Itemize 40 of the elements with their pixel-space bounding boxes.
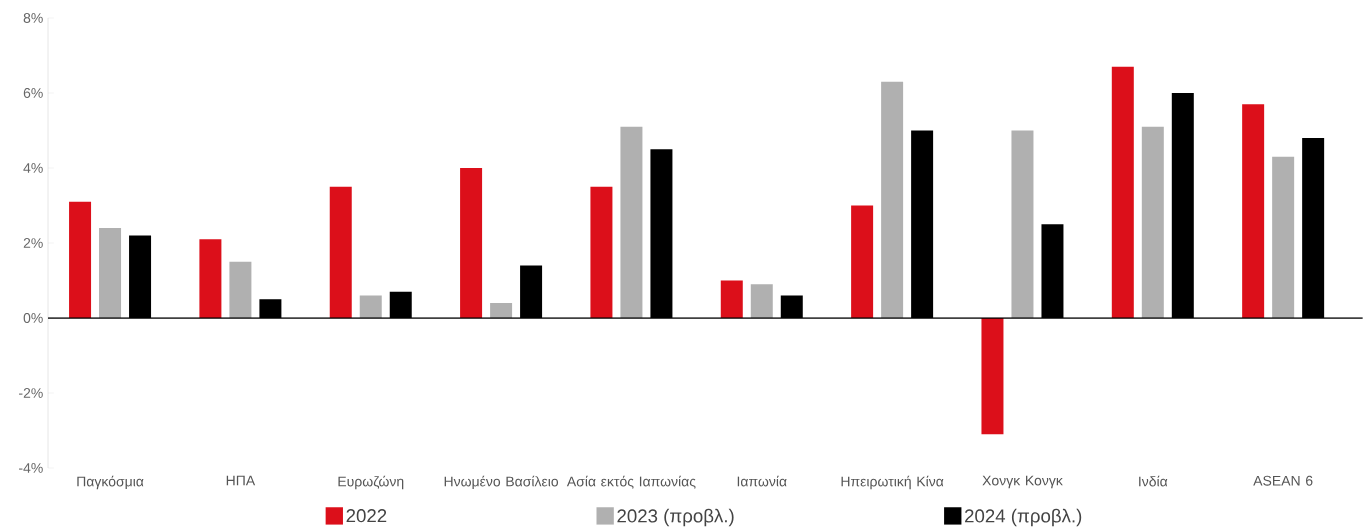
bar xyxy=(851,205,874,318)
bar xyxy=(720,280,743,318)
bar xyxy=(329,186,352,318)
bar xyxy=(1011,130,1034,318)
x-tick-label: Ιαπωνία xyxy=(737,475,787,487)
bar xyxy=(490,302,513,318)
x-tick-label: ΗΠΑ xyxy=(226,475,256,486)
legend-label: 2022 xyxy=(346,509,387,523)
bar xyxy=(981,317,1004,435)
x-tick-label: Ευρωζώνη xyxy=(338,475,404,490)
bar xyxy=(1242,104,1265,318)
bar xyxy=(1111,66,1134,318)
bar xyxy=(99,227,122,318)
y-tick-label: 4% xyxy=(23,163,43,173)
bar xyxy=(750,284,773,318)
bar xyxy=(229,261,252,318)
y-tick-label: 2% xyxy=(23,238,43,248)
legend-label: 2024 (προβλ.) xyxy=(965,508,1082,527)
x-tick-label: Ινδία xyxy=(1139,475,1168,487)
y-tick-label: 6% xyxy=(23,88,43,98)
y-tick-label: 8% xyxy=(23,13,43,23)
bar xyxy=(590,186,613,318)
bar xyxy=(1272,156,1295,318)
x-tick-label: Χονγκ Κονγκ xyxy=(982,475,1063,489)
bar xyxy=(460,167,483,318)
x-tick-label: Παγκόσμια xyxy=(77,475,144,490)
x-tick-label: ASEAN 6 xyxy=(1253,475,1313,486)
bar xyxy=(1141,126,1164,318)
x-tick-label: Ασία εκτός Ιαπωνίας xyxy=(566,475,696,489)
y-tick-label: -4% xyxy=(19,463,43,473)
bar xyxy=(881,81,904,318)
bar xyxy=(199,239,222,318)
y-tick-label: -2% xyxy=(19,388,43,398)
x-tick-label: Ηπειρωτική Κίνα xyxy=(841,475,944,490)
x-tick-label: Ηνωμένο Βασίλειο xyxy=(444,475,559,489)
y-tick-label: 0% xyxy=(23,313,43,323)
bar xyxy=(69,201,92,318)
legend-label: 2023 (προβλ.) xyxy=(617,508,734,527)
bar xyxy=(359,295,382,318)
bar xyxy=(620,126,643,318)
